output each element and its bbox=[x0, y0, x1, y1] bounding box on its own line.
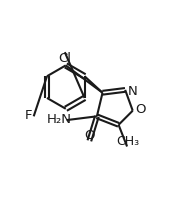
Text: O: O bbox=[84, 129, 95, 142]
Text: Cl: Cl bbox=[58, 52, 71, 65]
Text: H₂N: H₂N bbox=[47, 113, 72, 126]
Text: F: F bbox=[24, 109, 32, 122]
Text: O: O bbox=[135, 103, 146, 116]
Text: CH₃: CH₃ bbox=[116, 135, 140, 148]
Text: N: N bbox=[127, 85, 137, 98]
